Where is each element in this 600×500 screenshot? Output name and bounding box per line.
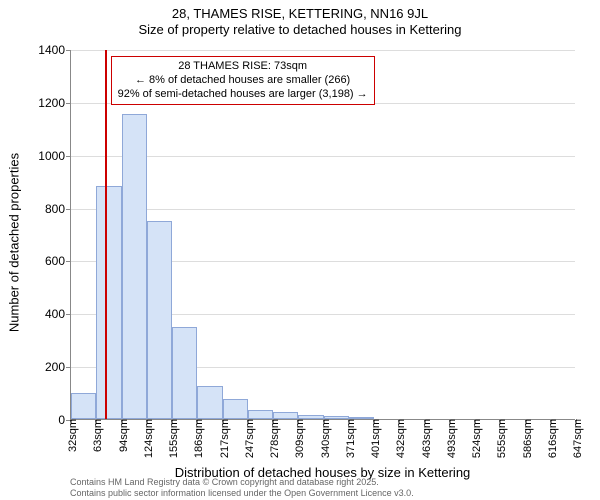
histogram-bar	[172, 327, 197, 420]
x-tick-label: 524sqm	[471, 419, 483, 458]
footer-line2: Contains public sector information licen…	[70, 488, 414, 498]
x-tick-label: 371sqm	[345, 419, 357, 458]
marker-info-line-1: ← 8% of detached houses are smaller (266…	[118, 74, 368, 88]
x-tick-label: 155sqm	[168, 419, 180, 458]
y-tick-label: 200	[45, 360, 71, 374]
histogram-bar	[147, 221, 172, 419]
footer-line1: Contains HM Land Registry data © Crown c…	[70, 477, 414, 487]
histogram-bar	[223, 399, 248, 419]
chart-plot-area: 020040060080010001200140032sqm63sqm94sqm…	[70, 50, 575, 420]
histogram-bar	[248, 410, 273, 419]
chart-title-block: 28, THAMES RISE, KETTERING, NN16 9JL Siz…	[0, 0, 600, 39]
y-tick-label: 800	[45, 202, 71, 216]
footer-attribution: Contains HM Land Registry data © Crown c…	[70, 477, 414, 498]
x-tick-label: 247sqm	[244, 419, 256, 458]
y-tick-label: 400	[45, 307, 71, 321]
marker-info-line-2: 92% of semi-detached houses are larger (…	[118, 88, 368, 102]
x-tick-label: 278sqm	[269, 419, 281, 458]
gridline	[71, 50, 575, 51]
chart-title-line2: Size of property relative to detached ho…	[0, 22, 600, 38]
y-tick-label: 1200	[38, 96, 71, 110]
x-tick-label: 647sqm	[572, 419, 584, 458]
y-tick-label: 1000	[38, 149, 71, 163]
histogram-bar	[349, 417, 374, 419]
x-tick-label: 493sqm	[446, 419, 458, 458]
x-tick-label: 616sqm	[547, 419, 559, 458]
x-tick-label: 463sqm	[421, 419, 433, 458]
y-axis-title: Number of detached properties	[7, 153, 22, 332]
histogram-bar	[197, 386, 222, 419]
histogram-bar	[71, 393, 96, 419]
marker-line	[105, 50, 107, 419]
x-tick-label: 340sqm	[320, 419, 332, 458]
x-tick-label: 186sqm	[193, 419, 205, 458]
x-tick-label: 401sqm	[370, 419, 382, 458]
x-tick-label: 217sqm	[219, 419, 231, 458]
x-tick-label: 555sqm	[496, 419, 508, 458]
histogram-bar	[122, 114, 147, 419]
x-tick-label: 309sqm	[294, 419, 306, 458]
y-tick-label: 1400	[38, 43, 71, 57]
y-tick-label: 600	[45, 254, 71, 268]
histogram-bar	[273, 412, 298, 419]
marker-info-line-0: 28 THAMES RISE: 73sqm	[118, 60, 368, 74]
x-tick-label: 94sqm	[118, 419, 130, 452]
histogram-bar	[324, 416, 349, 419]
histogram-bar	[96, 186, 121, 419]
histogram-bar	[298, 415, 323, 419]
marker-info-box: 28 THAMES RISE: 73sqm← 8% of detached ho…	[111, 56, 375, 105]
chart-title-line1: 28, THAMES RISE, KETTERING, NN16 9JL	[0, 6, 600, 22]
x-tick-label: 124sqm	[143, 419, 155, 458]
x-tick-label: 432sqm	[395, 419, 407, 458]
x-tick-label: 63sqm	[92, 419, 104, 452]
x-tick-label: 32sqm	[67, 419, 79, 452]
x-tick-label: 586sqm	[522, 419, 534, 458]
